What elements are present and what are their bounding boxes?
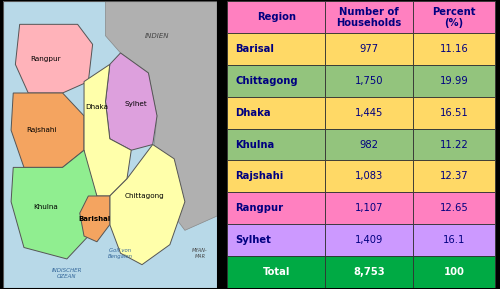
- Text: 982: 982: [360, 140, 378, 149]
- Bar: [413, 256, 495, 288]
- Text: Rangpur: Rangpur: [30, 56, 60, 62]
- Text: Total: Total: [262, 267, 290, 277]
- Text: Region: Region: [257, 12, 296, 22]
- Bar: [227, 160, 326, 192]
- Bar: [227, 224, 326, 256]
- Bar: [326, 97, 413, 129]
- Text: 1,409: 1,409: [355, 235, 384, 245]
- Text: Chittagong: Chittagong: [124, 193, 164, 199]
- Text: 100: 100: [444, 267, 464, 277]
- Bar: [413, 33, 495, 65]
- Bar: [227, 1, 326, 33]
- Bar: [413, 1, 495, 33]
- Text: Sylhet: Sylhet: [236, 235, 271, 245]
- Bar: [326, 1, 413, 33]
- Bar: [326, 256, 413, 288]
- Bar: [413, 160, 495, 192]
- Bar: [326, 160, 413, 192]
- Text: Golf von
Bengalen: Golf von Bengalen: [108, 248, 133, 259]
- Text: Dhaka: Dhaka: [236, 108, 271, 118]
- Text: Barishal: Barishal: [78, 216, 111, 222]
- Text: Rangpur: Rangpur: [236, 203, 284, 213]
- Polygon shape: [110, 144, 185, 265]
- Bar: [326, 192, 413, 224]
- Text: Barisal: Barisal: [236, 44, 274, 54]
- Polygon shape: [106, 53, 157, 150]
- Bar: [227, 256, 326, 288]
- Text: MYAN-
MAR: MYAN- MAR: [192, 248, 208, 259]
- Text: 1,107: 1,107: [355, 203, 384, 213]
- Text: 16.1: 16.1: [442, 235, 465, 245]
- Polygon shape: [106, 1, 217, 230]
- Polygon shape: [16, 24, 92, 93]
- Bar: [326, 33, 413, 65]
- Bar: [326, 129, 413, 160]
- Text: 1,083: 1,083: [355, 171, 384, 181]
- Bar: [227, 33, 326, 65]
- Text: Rajshahi: Rajshahi: [26, 127, 56, 133]
- Bar: [413, 192, 495, 224]
- Text: Percent
(%): Percent (%): [432, 7, 476, 28]
- Bar: [413, 65, 495, 97]
- Bar: [227, 129, 326, 160]
- Bar: [413, 224, 495, 256]
- Text: INDISCHER
OZEAN: INDISCHER OZEAN: [52, 268, 82, 279]
- Bar: [413, 129, 495, 160]
- Text: 1,750: 1,750: [355, 76, 384, 86]
- Text: 8,753: 8,753: [354, 267, 385, 277]
- Text: INDIEN: INDIEN: [144, 33, 169, 39]
- Bar: [326, 224, 413, 256]
- Text: 12.65: 12.65: [440, 203, 468, 213]
- Text: Chittagong: Chittagong: [236, 76, 298, 86]
- Text: 19.99: 19.99: [440, 76, 468, 86]
- Bar: [326, 65, 413, 97]
- Text: 977: 977: [360, 44, 378, 54]
- Bar: [227, 65, 326, 97]
- Text: 1,445: 1,445: [355, 108, 384, 118]
- Polygon shape: [11, 93, 84, 167]
- Text: Khulna: Khulna: [33, 204, 58, 210]
- Polygon shape: [11, 150, 97, 259]
- Bar: [413, 97, 495, 129]
- Text: Dhaka: Dhaka: [86, 104, 108, 110]
- Text: Sylhet: Sylhet: [124, 101, 147, 108]
- Polygon shape: [80, 196, 110, 242]
- Text: 12.37: 12.37: [440, 171, 468, 181]
- Polygon shape: [84, 64, 131, 196]
- Text: Rajshahi: Rajshahi: [236, 171, 284, 181]
- Text: 11.22: 11.22: [440, 140, 468, 149]
- Bar: [227, 97, 326, 129]
- Text: Number of
Households: Number of Households: [336, 7, 402, 28]
- Text: 11.16: 11.16: [440, 44, 468, 54]
- Text: 16.51: 16.51: [440, 108, 468, 118]
- Text: Khulna: Khulna: [236, 140, 275, 149]
- Bar: [227, 192, 326, 224]
